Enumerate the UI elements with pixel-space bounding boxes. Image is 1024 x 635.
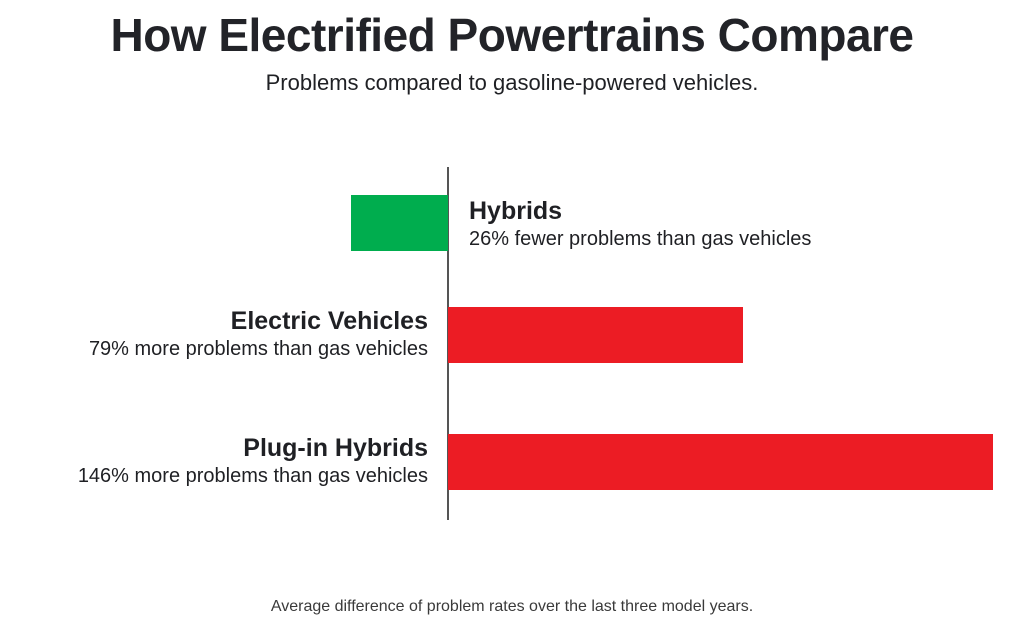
label-electric-vehicles-name: Electric Vehicles: [230, 307, 428, 335]
label-hybrids-description: 26% fewer problems than gas vehicles: [469, 228, 812, 250]
label-electric-vehicles-description: 79% more problems than gas vehicles: [88, 338, 428, 360]
label-hybrids-name: Hybrids: [469, 197, 563, 225]
zero-baseline-axis: [447, 167, 449, 520]
bar-hybrids: [351, 195, 448, 251]
label-plug-in-hybrids-name: Plug-in Hybrids: [243, 434, 428, 462]
chart-title: How Electrified Powertrains Compare: [110, 9, 914, 61]
label-plug-in-hybrids-description: 146% more problems than gas vehicles: [77, 465, 428, 487]
label-electric-vehicles: Electric Vehicles 79% more problems than…: [89, 306, 428, 362]
chart-footnote: Average difference of problem rates over…: [270, 598, 754, 615]
label-hybrids: Hybrids 26% fewer problems than gas vehi…: [469, 196, 811, 252]
label-plug-in-hybrids: Plug-in Hybrids 146% more problems than …: [78, 433, 428, 489]
bar-plug-in-hybrids: [448, 434, 993, 490]
bar-electric-vehicles: [448, 307, 743, 363]
chart-subtitle: Problems compared to gasoline-powered ve…: [265, 70, 759, 95]
